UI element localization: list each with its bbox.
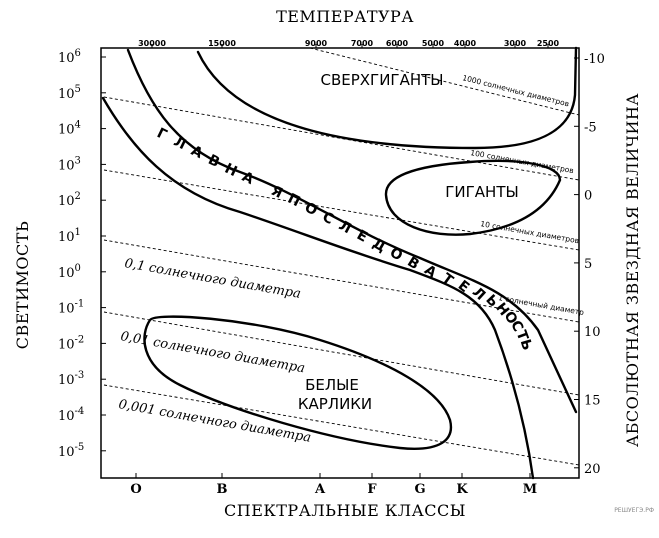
diameter-label-1000: 1000 солнечных диаметров (462, 73, 571, 108)
main-sequence-letter: В (205, 152, 222, 171)
spectral-class-label: O (130, 482, 141, 497)
diameter-line-01 (103, 311, 580, 396)
main-sequence-letter: Н (222, 161, 240, 181)
magnitude-tick-label: -10 (584, 52, 605, 67)
temperature-tick-label: 3000 (504, 39, 527, 48)
diameter-line-1 (103, 239, 580, 323)
giants-boundary (384, 159, 562, 236)
white-dwarfs-label-2: КАРЛИКИ (298, 395, 372, 413)
luminosity-tick-label: 100 (58, 263, 81, 281)
luminosity-tick-label: 101 (58, 227, 81, 245)
main-sequence-letter: Е (455, 278, 472, 297)
luminosity-tick-label: 10-5 (58, 442, 84, 460)
supergiants-boundary (196, 46, 578, 150)
diameter-lines (103, 47, 580, 466)
temperature-title: ТЕМПЕРАТУРА (276, 7, 414, 26)
spectral-class-label: K (456, 482, 468, 497)
spectral-class-label: B (217, 482, 228, 497)
main-sequence-letter: Д (370, 235, 389, 255)
diameter-line-1000 (309, 47, 580, 116)
supergiants-label: СВЕРХГИГАНТЫ (320, 71, 443, 89)
spectral-class-label: M (523, 482, 537, 497)
spectral-class-label: G (414, 482, 425, 497)
temperature-tick-label: 9000 (305, 39, 328, 48)
luminosity-tick-label: 10-3 (58, 370, 84, 388)
luminosity-tick-label: 104 (58, 120, 81, 138)
luminosity-tick-label: 10-4 (58, 406, 84, 424)
main-sequence-letter: Е (354, 227, 370, 246)
luminosity-tick-label: 103 (58, 155, 81, 173)
spectral-class-label: A (314, 482, 326, 497)
luminosity-tick-label: 106 (58, 48, 81, 66)
magnitude-tick-label: 15 (584, 394, 601, 409)
diameter-label-0001: 0,001 солнечного диаметра (117, 397, 312, 446)
luminosity-tick-label: 105 (58, 84, 81, 102)
luminosity-tick-label: 10-2 (58, 334, 84, 352)
spectral-class-label: F (367, 482, 377, 497)
temperature-tick-label: 7000 (351, 39, 374, 48)
luminosity-title: СВЕТИМОСТЬ (13, 221, 32, 350)
temperature-tick-label: 5000 (422, 39, 445, 48)
magnitude-title: АБСОЛЮТНАЯ ЗВЕЗДНАЯ ВЕЛИЧИНА (623, 93, 642, 447)
magnitude-tick-label: -5 (584, 120, 597, 135)
main-sequence-upper (126, 48, 578, 414)
luminosity-tick-label: 10-1 (58, 299, 84, 317)
luminosity-tick-label: 102 (58, 191, 81, 209)
temperature-tick-label: 4000 (454, 39, 477, 48)
luminosity-ticks: 106 105 104 103 102 101 100 10-1 10-2 10-3 10-4 10-… (58, 48, 106, 460)
main-sequence-lower (101, 96, 535, 480)
main-sequence-letter: О (387, 245, 405, 265)
magnitude-tick-label: 10 (584, 325, 601, 340)
temperature-tick-label: 30000 (138, 39, 166, 48)
diameter-label-01: 0,1 солнечного диаметра (123, 256, 302, 302)
temperature-tick-label: 6000 (386, 39, 409, 48)
white-dwarfs-boundary (143, 315, 453, 450)
giants-label: ГИГАНТЫ (445, 183, 518, 201)
main-sequence-letter: Г (154, 125, 169, 143)
magnitude-tick-label: 0 (584, 189, 592, 204)
magnitude-tick-label: 5 (584, 257, 592, 272)
main-sequence-letter: Т (439, 270, 456, 289)
main-sequence-letter: Л (171, 134, 188, 153)
temperature-tick-label: 15000 (208, 39, 236, 48)
magnitude-tick-label: 20 (584, 462, 601, 477)
white-dwarfs-label-1: БЕЛЫЕ (305, 376, 359, 394)
temperature-ticks: 30000 15000 9000 7000 6000 5000 4000 3000 2500 (138, 39, 560, 48)
watermark: РЕШУЕГЭ.РФ (614, 507, 654, 514)
main-sequence-letter: Ь (517, 338, 535, 353)
diameter-line-100 (103, 96, 580, 181)
bottom-title: СПЕКТРАЛЬНЫЕ КЛАССЫ (224, 501, 466, 520)
temperature-tick-label: 2500 (537, 39, 560, 48)
